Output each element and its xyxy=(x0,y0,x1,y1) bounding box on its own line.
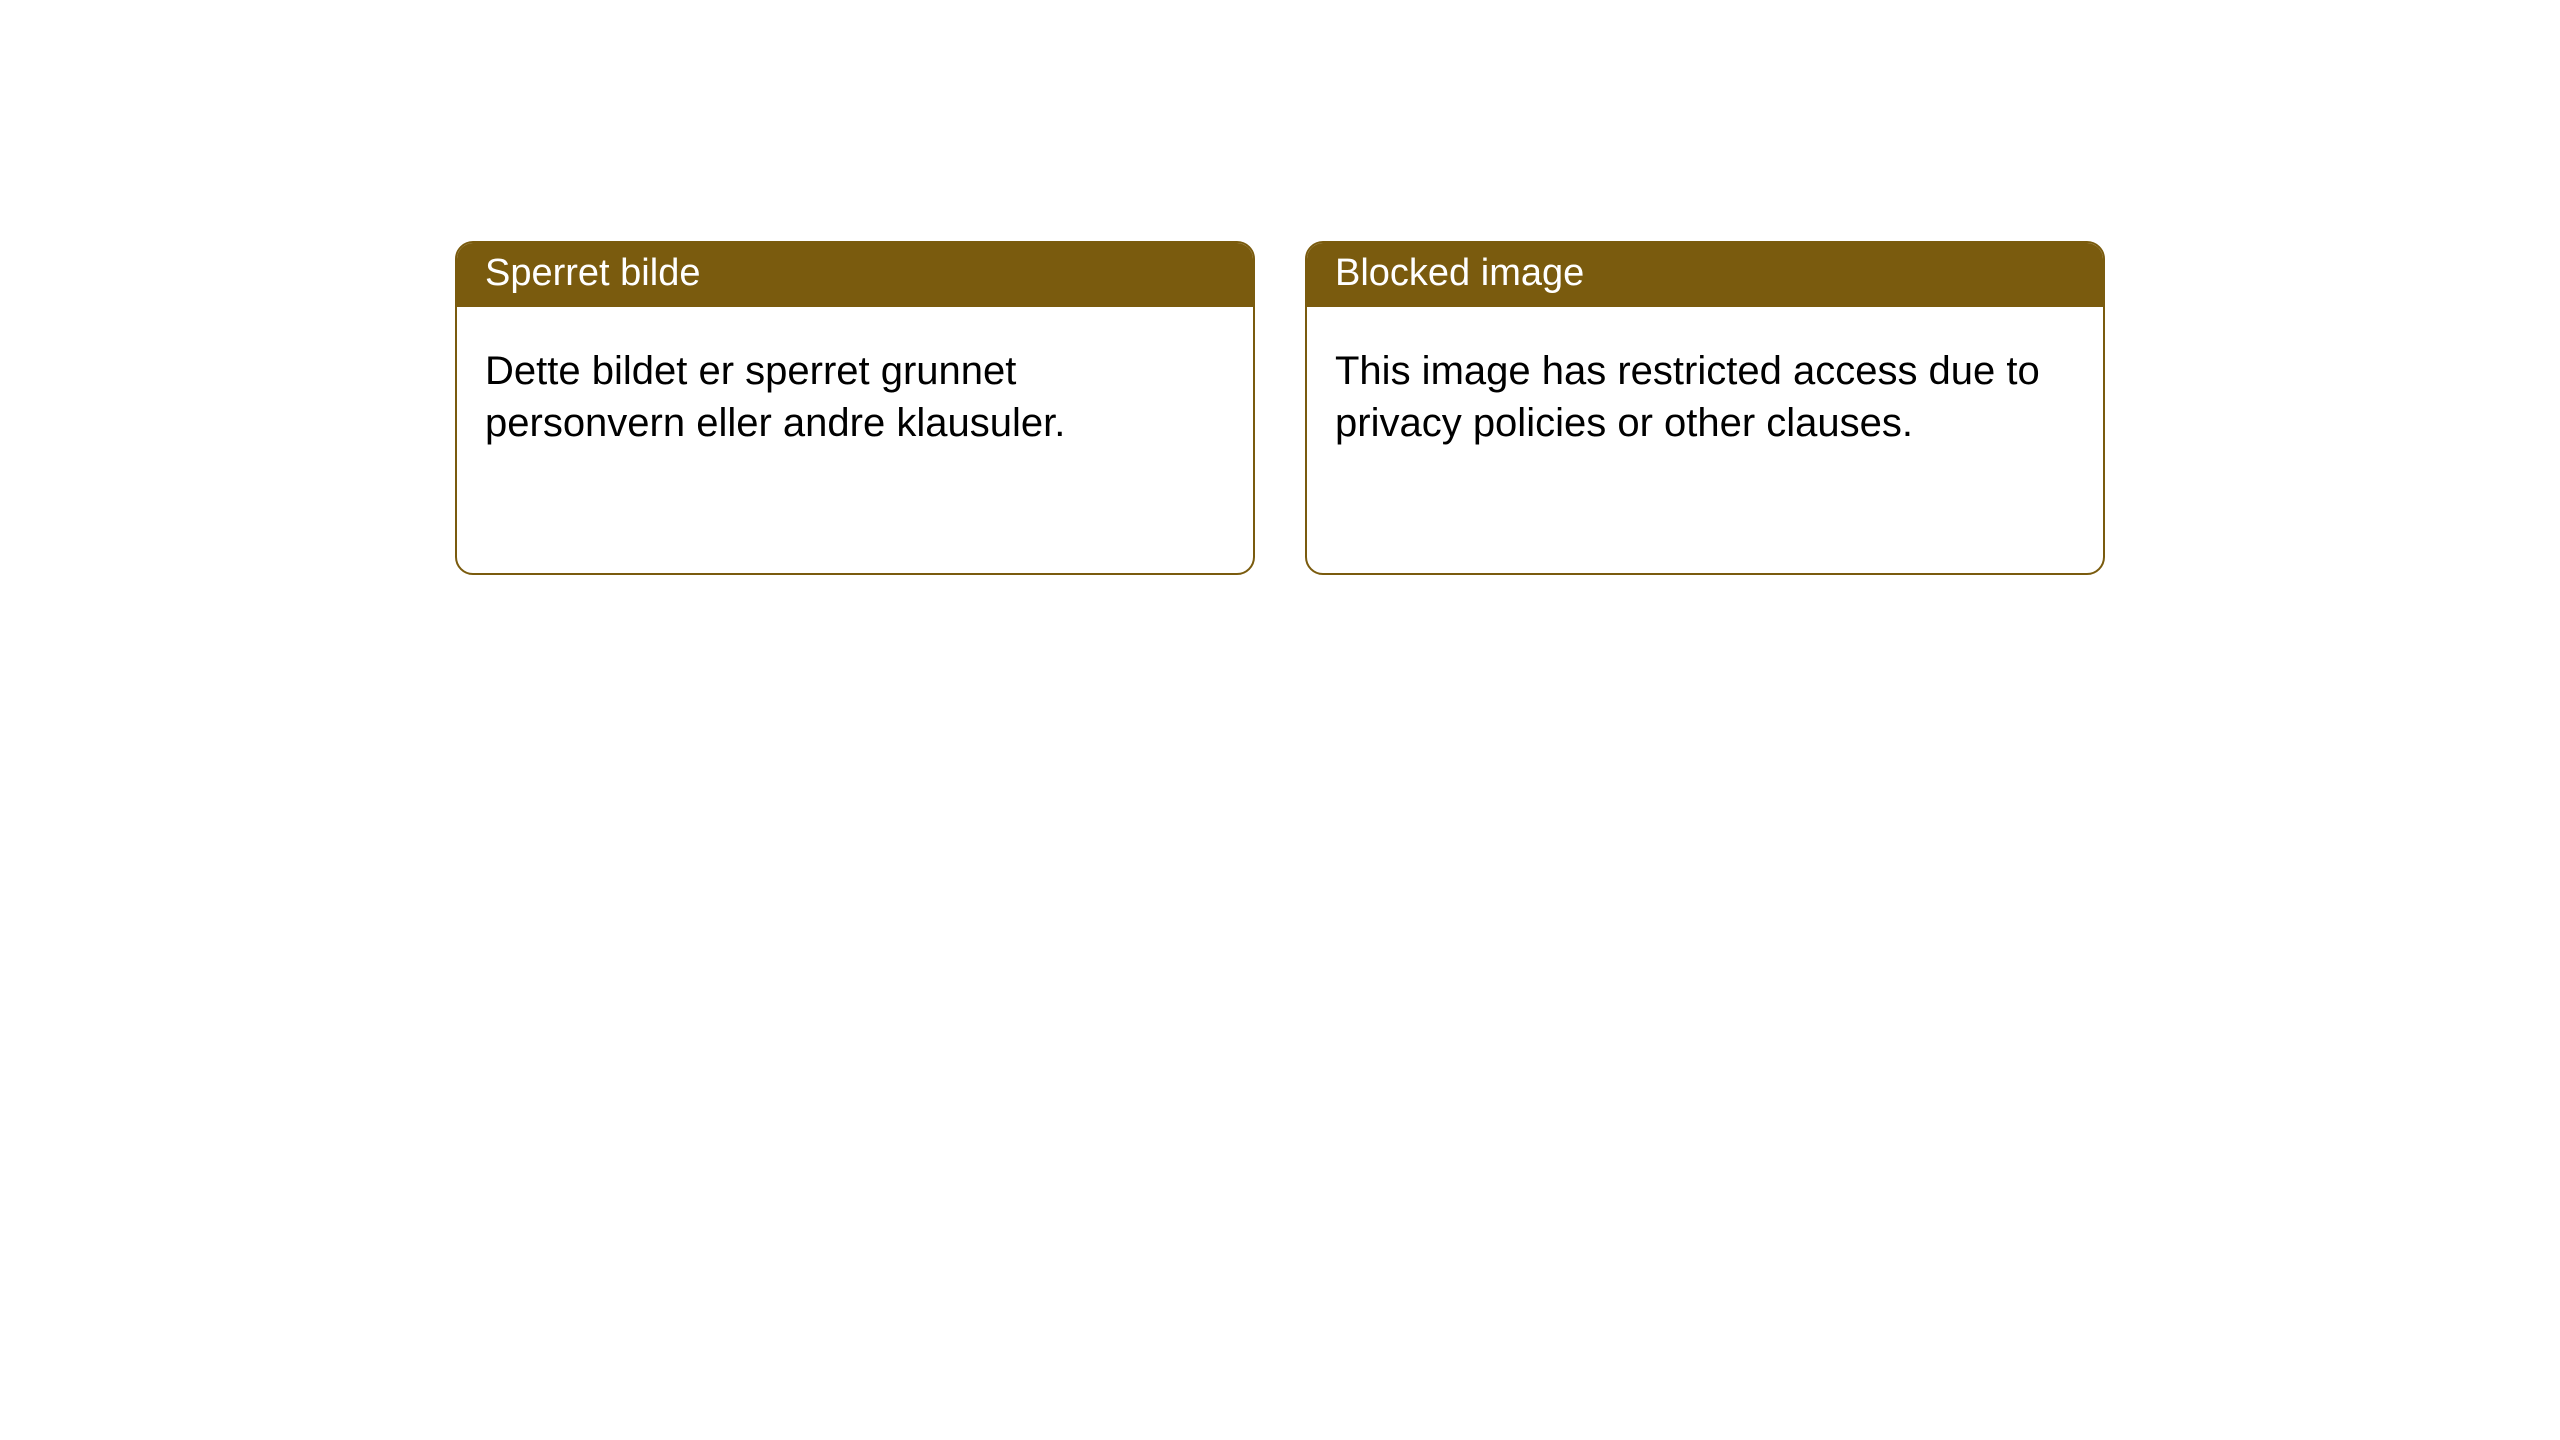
notice-cards-container: Sperret bilde Dette bildet er sperret gr… xyxy=(455,241,2105,575)
card-body-text: Dette bildet er sperret grunnet personve… xyxy=(485,349,1065,445)
card-header: Blocked image xyxy=(1307,243,2103,307)
card-title: Sperret bilde xyxy=(485,252,700,294)
card-header: Sperret bilde xyxy=(457,243,1253,307)
card-title: Blocked image xyxy=(1335,252,1584,294)
notice-card-norwegian: Sperret bilde Dette bildet er sperret gr… xyxy=(455,241,1255,575)
notice-card-english: Blocked image This image has restricted … xyxy=(1305,241,2105,575)
card-body-text: This image has restricted access due to … xyxy=(1335,349,2040,445)
card-body: This image has restricted access due to … xyxy=(1307,307,2103,477)
card-body: Dette bildet er sperret grunnet personve… xyxy=(457,307,1253,477)
